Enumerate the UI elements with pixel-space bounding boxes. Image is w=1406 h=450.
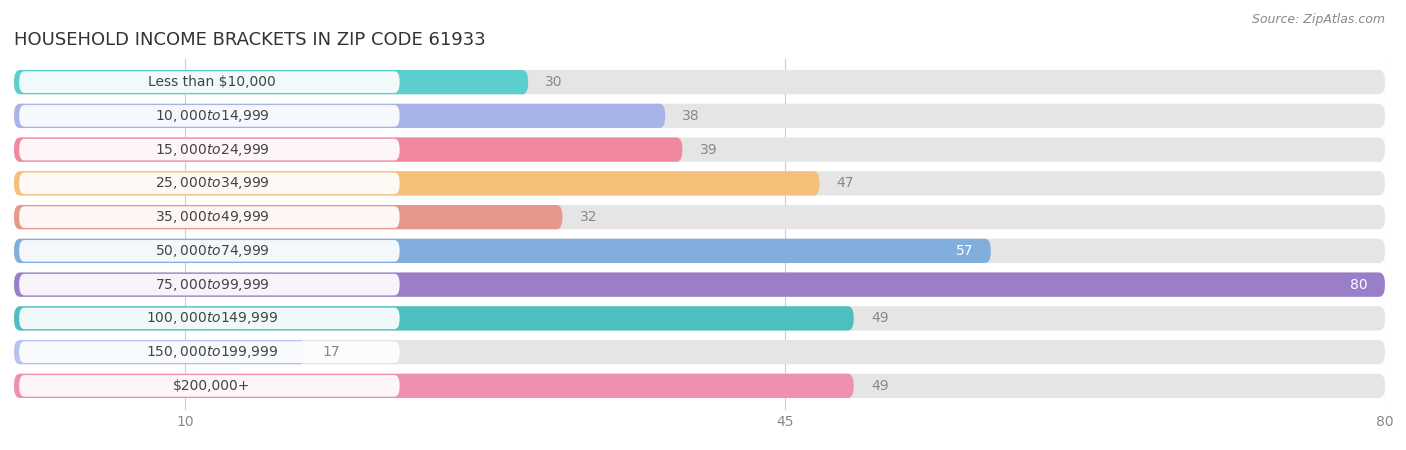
Text: $10,000 to $14,999: $10,000 to $14,999 [155, 108, 270, 124]
FancyBboxPatch shape [14, 137, 1385, 162]
FancyBboxPatch shape [14, 374, 1385, 398]
FancyBboxPatch shape [14, 238, 1385, 263]
FancyBboxPatch shape [14, 171, 820, 195]
Text: Source: ZipAtlas.com: Source: ZipAtlas.com [1251, 14, 1385, 27]
FancyBboxPatch shape [20, 342, 399, 363]
Text: Less than $10,000: Less than $10,000 [148, 75, 276, 89]
FancyBboxPatch shape [20, 308, 399, 329]
Text: $15,000 to $24,999: $15,000 to $24,999 [155, 142, 270, 158]
Text: HOUSEHOLD INCOME BRACKETS IN ZIP CODE 61933: HOUSEHOLD INCOME BRACKETS IN ZIP CODE 61… [14, 31, 486, 49]
Text: 80: 80 [1350, 278, 1368, 292]
FancyBboxPatch shape [20, 71, 399, 93]
Text: $50,000 to $74,999: $50,000 to $74,999 [155, 243, 270, 259]
FancyBboxPatch shape [14, 104, 1385, 128]
FancyBboxPatch shape [14, 104, 665, 128]
Text: $100,000 to $149,999: $100,000 to $149,999 [146, 310, 278, 326]
Text: $25,000 to $34,999: $25,000 to $34,999 [155, 176, 270, 191]
Text: 38: 38 [682, 109, 700, 123]
FancyBboxPatch shape [14, 70, 1385, 94]
Text: 32: 32 [579, 210, 598, 224]
FancyBboxPatch shape [14, 238, 991, 263]
FancyBboxPatch shape [14, 205, 562, 229]
FancyBboxPatch shape [14, 205, 1385, 229]
Text: 49: 49 [870, 379, 889, 393]
Text: 49: 49 [870, 311, 889, 325]
Text: $75,000 to $99,999: $75,000 to $99,999 [155, 277, 270, 292]
FancyBboxPatch shape [14, 306, 1385, 330]
FancyBboxPatch shape [20, 139, 399, 160]
Text: $200,000+: $200,000+ [173, 379, 250, 393]
Text: $35,000 to $49,999: $35,000 to $49,999 [155, 209, 270, 225]
FancyBboxPatch shape [14, 137, 682, 162]
Text: 30: 30 [546, 75, 562, 89]
FancyBboxPatch shape [20, 240, 399, 261]
FancyBboxPatch shape [20, 172, 399, 194]
FancyBboxPatch shape [14, 272, 1385, 297]
FancyBboxPatch shape [14, 306, 853, 330]
FancyBboxPatch shape [20, 375, 399, 397]
FancyBboxPatch shape [14, 340, 1385, 364]
Text: 57: 57 [956, 244, 973, 258]
FancyBboxPatch shape [14, 374, 853, 398]
Text: 47: 47 [837, 176, 853, 190]
FancyBboxPatch shape [14, 272, 1385, 297]
FancyBboxPatch shape [14, 171, 1385, 195]
FancyBboxPatch shape [20, 105, 399, 126]
FancyBboxPatch shape [14, 70, 529, 94]
FancyBboxPatch shape [20, 274, 399, 295]
Text: 39: 39 [700, 143, 717, 157]
Text: $150,000 to $199,999: $150,000 to $199,999 [146, 344, 278, 360]
Text: 17: 17 [322, 345, 340, 359]
FancyBboxPatch shape [14, 340, 305, 364]
FancyBboxPatch shape [20, 206, 399, 228]
